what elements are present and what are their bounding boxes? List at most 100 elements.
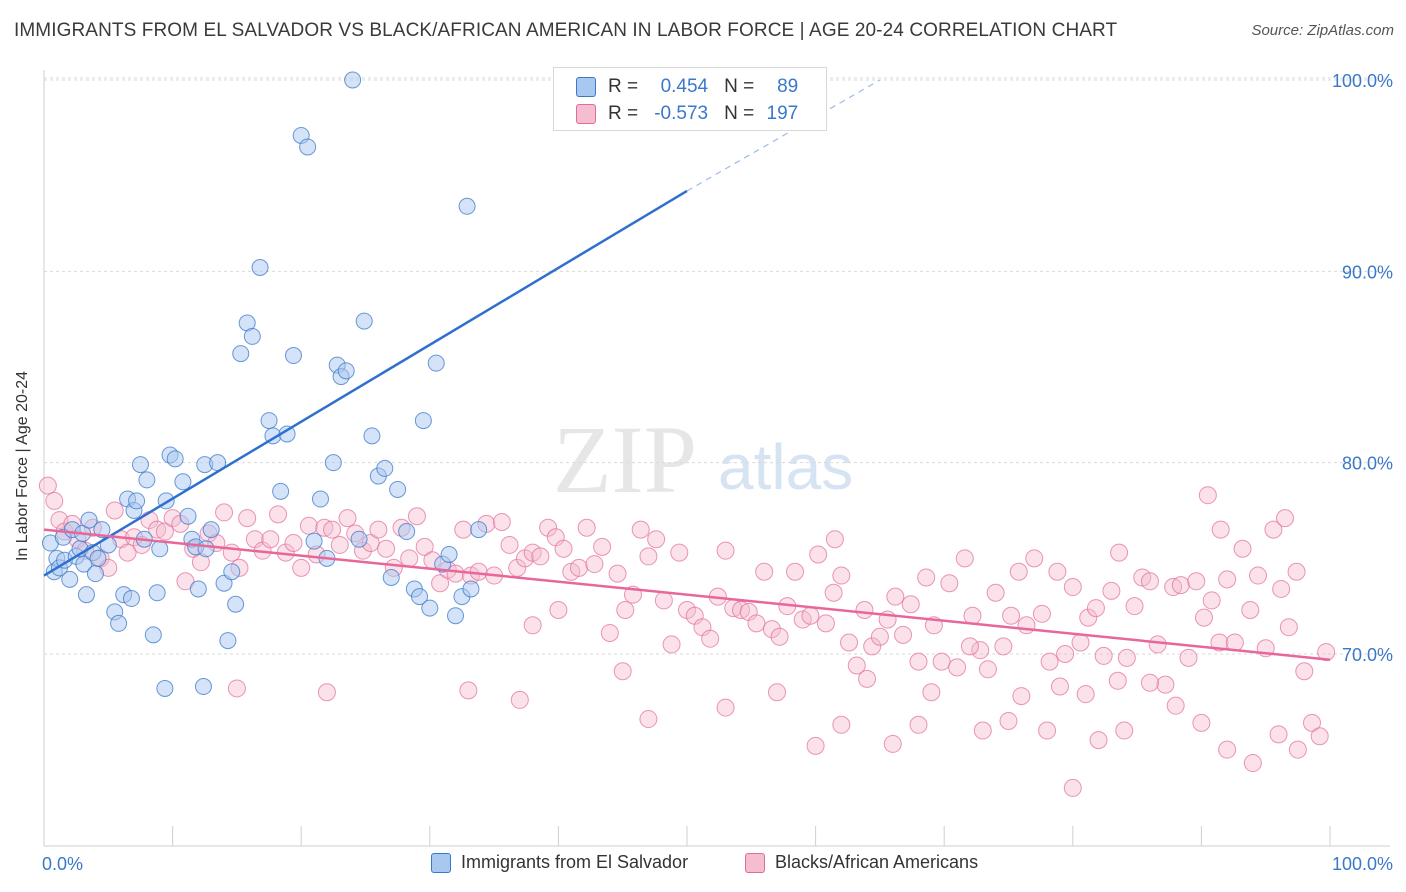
data-point-immigrants-el-salvador	[299, 138, 317, 156]
legend-label-blue: Immigrants from El Salvador	[461, 852, 689, 872]
data-point-blacks-african-americans	[1264, 520, 1283, 539]
data-point-blacks-african-americans	[1050, 677, 1069, 696]
data-point-blacks-african-americans	[909, 652, 928, 671]
r-value-pink: -0.573	[654, 103, 709, 124]
legend-item-immigrants-el-salvador[interactable]: Immigrants from El Salvador	[431, 852, 688, 873]
legend-row-blue: R = 0.454 N = 89	[554, 73, 798, 101]
legend-label-pink: Blacks/African Americans	[775, 852, 979, 872]
data-point-immigrants-el-salvador	[411, 588, 429, 606]
data-point-immigrants-el-salvador	[189, 580, 207, 598]
data-point-immigrants-el-salvador	[179, 507, 197, 525]
data-point-blacks-african-americans	[832, 715, 851, 734]
data-point-blacks-african-americans	[1079, 608, 1098, 627]
x-tick-label: 100.0%	[1332, 854, 1393, 874]
data-point-blacks-african-americans	[732, 600, 751, 619]
data-point-blacks-african-americans	[832, 566, 851, 585]
trend-line-immigrants-el-salvador	[43, 189, 688, 577]
data-point-immigrants-el-salvador	[440, 546, 458, 564]
data-point-blacks-african-americans	[1048, 562, 1067, 581]
data-point-blacks-african-americans	[840, 633, 859, 652]
data-point-blacks-african-americans	[863, 637, 882, 656]
n-value-blue: 89	[777, 76, 799, 97]
tick-labels: 70.0% 80.0% 90.0% 100.0% 0.0% 100.0%	[42, 71, 1393, 874]
data-point-blacks-african-americans	[932, 652, 951, 671]
data-point-immigrants-el-salvador	[414, 412, 432, 430]
data-point-blacks-african-americans	[613, 662, 632, 681]
data-point-blacks-african-americans	[261, 530, 280, 549]
data-point-blacks-african-americans	[1140, 673, 1159, 692]
data-point-blacks-african-americans	[1192, 713, 1211, 732]
data-point-blacks-african-americans	[492, 512, 511, 531]
data-point-blacks-african-americans	[1089, 731, 1108, 750]
data-point-immigrants-el-salvador	[355, 312, 373, 330]
data-point-blacks-african-americans	[647, 530, 666, 549]
data-point-blacks-african-americans	[377, 539, 396, 558]
correlation-legend: R = 0.454 N = 89 R = -0.573 N = 197	[553, 67, 827, 131]
data-point-blacks-african-americans	[400, 549, 419, 568]
data-point-blacks-african-americans	[577, 518, 596, 537]
data-point-blacks-african-americans	[1287, 562, 1306, 581]
watermark: ZIP atlas	[553, 406, 853, 513]
data-point-immigrants-el-salvador	[260, 412, 278, 430]
data-point-blacks-african-americans	[315, 518, 334, 537]
data-point-blacks-african-americans	[809, 545, 828, 564]
data-point-blacks-african-americans	[1094, 646, 1113, 665]
data-point-blacks-african-americans	[1115, 721, 1134, 740]
data-point-blacks-african-americans	[858, 669, 877, 688]
y-tick-label: 80.0%	[1342, 454, 1393, 474]
data-point-blacks-african-americans	[1187, 572, 1206, 591]
data-point-blacks-african-americans	[238, 509, 257, 528]
data-point-blacks-african-americans	[1198, 486, 1217, 505]
data-point-blacks-african-americans	[960, 637, 979, 656]
data-point-immigrants-el-salvador	[202, 521, 220, 539]
data-point-blacks-african-americans	[1063, 778, 1082, 797]
legend-item-blacks-african-americans[interactable]: Blacks/African Americans	[745, 852, 978, 873]
data-point-immigrants-el-salvador	[470, 521, 488, 539]
y-axis-label: In Labor Force | Age 20-24	[14, 370, 31, 562]
data-point-immigrants-el-salvador	[131, 456, 149, 474]
data-point-immigrants-el-salvador	[305, 532, 323, 550]
data-point-blacks-african-americans	[369, 520, 388, 539]
data-point-immigrants-el-salvador	[462, 580, 480, 598]
data-point-immigrants-el-salvador	[194, 678, 212, 696]
data-point-blacks-african-americans	[1063, 578, 1082, 597]
data-point-blacks-african-americans	[1110, 543, 1129, 562]
data-point-blacks-african-americans	[1025, 549, 1044, 568]
r-label: R =	[608, 103, 639, 124]
data-point-blacks-african-americans	[1211, 520, 1230, 539]
data-point-blacks-african-americans	[500, 535, 519, 554]
data-point-blacks-african-americans	[1241, 600, 1260, 619]
r-label: R =	[608, 76, 639, 97]
data-point-blacks-african-americans	[662, 635, 681, 654]
data-point-blacks-african-americans	[338, 509, 357, 528]
data-point-blacks-african-americans	[616, 600, 635, 619]
data-point-blacks-african-americans	[531, 547, 550, 566]
data-point-blacks-african-americans	[1166, 696, 1185, 715]
data-point-blacks-african-americans	[45, 491, 64, 510]
data-point-blacks-african-americans	[1140, 572, 1159, 591]
data-point-blacks-african-americans	[469, 562, 488, 581]
data-point-blacks-african-americans	[940, 574, 959, 593]
data-point-immigrants-el-salvador	[148, 584, 166, 602]
data-point-blacks-african-americans	[585, 555, 604, 574]
y-tick-label: 100.0%	[1332, 71, 1393, 91]
n-label: N =	[724, 103, 755, 124]
data-point-blacks-african-americans	[770, 627, 789, 646]
data-point-immigrants-el-salvador	[427, 354, 445, 372]
data-point-blacks-african-americans	[1009, 562, 1028, 581]
data-point-immigrants-el-salvador	[77, 586, 95, 604]
data-point-blacks-african-americans	[1310, 727, 1329, 746]
data-point-blacks-african-americans	[1288, 740, 1307, 759]
data-point-immigrants-el-salvador	[324, 454, 342, 472]
data-point-blacks-african-americans	[1102, 581, 1121, 600]
data-point-immigrants-el-salvador	[128, 492, 146, 510]
data-point-blacks-african-americans	[155, 522, 174, 541]
data-point-blacks-african-americans	[909, 715, 928, 734]
data-point-blacks-african-americans	[1017, 616, 1036, 635]
data-point-blacks-african-americans	[870, 627, 889, 646]
data-point-blacks-african-americans	[593, 537, 612, 556]
data-point-blacks-african-americans	[222, 543, 241, 562]
data-point-blacks-african-americans	[105, 501, 124, 520]
data-point-blacks-african-americans	[1275, 509, 1294, 528]
data-point-immigrants-el-salvador	[144, 626, 162, 644]
